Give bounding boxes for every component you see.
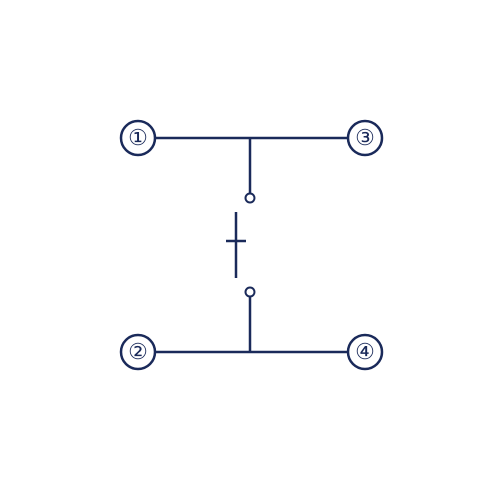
schematic-diagram: ① ③ ② ④: [0, 0, 500, 500]
schematic-svg: [0, 0, 500, 500]
terminal-label-t4: ④: [355, 341, 375, 363]
switch-contact-top: [246, 194, 255, 203]
terminal-label-t1: ①: [128, 127, 148, 149]
terminal-label-t2: ②: [128, 341, 148, 363]
switch-contact-bottom: [246, 288, 255, 297]
terminal-label-t3: ③: [355, 127, 375, 149]
